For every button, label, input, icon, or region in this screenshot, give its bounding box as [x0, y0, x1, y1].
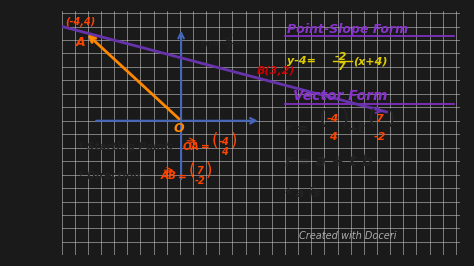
Text: +t: +t [346, 122, 365, 136]
Text: ): ) [206, 162, 212, 180]
Text: AB: AB [160, 172, 176, 181]
Text: r = a + t b: r = a + t b [285, 154, 373, 169]
Text: 7: 7 [337, 62, 345, 72]
Text: (: ( [212, 132, 219, 151]
Text: (x+4): (x+4) [353, 56, 388, 66]
Text: * a is: * a is [285, 187, 321, 200]
Text: -2: -2 [374, 132, 386, 142]
Text: ): ) [386, 109, 395, 128]
Text: A: A [75, 36, 85, 49]
Text: -2: -2 [334, 52, 347, 62]
Text: 7: 7 [225, 43, 232, 53]
Text: -2: -2 [195, 176, 205, 186]
Text: y-4=: y-4= [287, 56, 316, 66]
Text: * Direction:: * Direction: [78, 172, 144, 181]
Text: -4: -4 [327, 114, 339, 124]
Text: O: O [174, 122, 184, 135]
Text: (: ( [189, 162, 195, 180]
Text: B(3,2): B(3,2) [257, 66, 295, 76]
Text: 4: 4 [221, 147, 228, 157]
Text: r =: r = [285, 122, 309, 136]
Text: ): ) [340, 109, 349, 128]
Text: (-4,4): (-4,4) [65, 17, 96, 27]
Text: (: ( [367, 109, 376, 128]
Text: m=: m= [201, 39, 221, 49]
Text: =: = [201, 142, 210, 152]
Text: (: ( [319, 109, 327, 128]
Text: OA: OA [183, 142, 200, 152]
Text: Created with Doceri: Created with Doceri [299, 231, 396, 242]
Text: 4: 4 [329, 132, 337, 142]
Text: Vector Form: Vector Form [292, 89, 387, 103]
Text: 7: 7 [196, 166, 203, 176]
Text: 7: 7 [375, 114, 383, 124]
Text: * Starting Point:: * Starting Point: [78, 142, 173, 152]
Text: -2: -2 [223, 33, 234, 43]
Text: ): ) [231, 132, 237, 151]
Text: Point-Slope Form: Point-Slope Form [287, 23, 408, 36]
Text: -4: -4 [219, 136, 229, 147]
Text: =: = [178, 172, 187, 181]
